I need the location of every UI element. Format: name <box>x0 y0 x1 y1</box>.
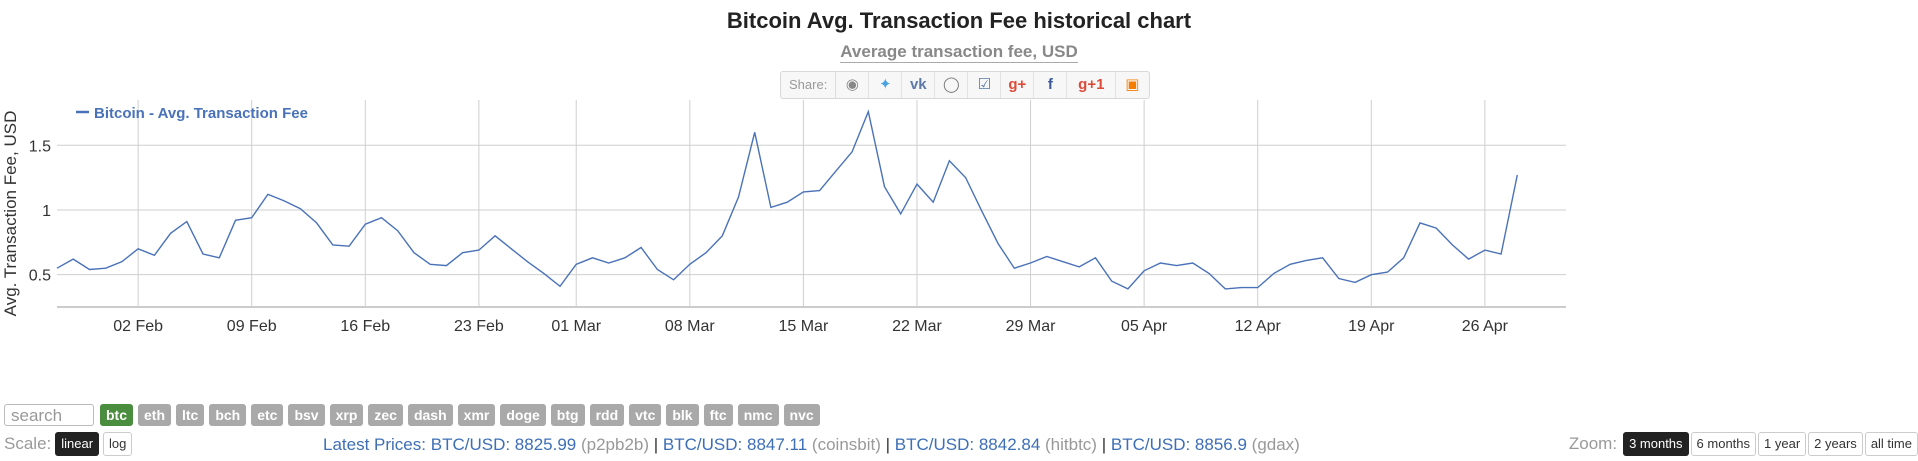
x-tick-label: 01 Mar <box>551 318 601 335</box>
coin-button-etc[interactable]: etc <box>251 404 284 426</box>
x-tick-label: 19 Apr <box>1348 318 1395 335</box>
coin-button-btg[interactable]: btg <box>550 404 585 426</box>
price-source: (coinsbit) <box>811 435 881 454</box>
coin-button-xrp[interactable]: xrp <box>329 404 364 426</box>
coin-selector-row: search btc eth ltc bch etc bsv xrp zec dash xmr do… <box>4 404 820 426</box>
y-tick-label: 1.5 <box>29 138 51 155</box>
x-tick-label: 02 Feb <box>113 318 163 335</box>
x-tick-label: 29 Mar <box>1006 318 1056 335</box>
chart: 0.5 1 1.5 02 Feb 09 Feb 16 Feb 23 Feb 01 Mar 08 … <box>1 100 1566 335</box>
coin-button-xmr[interactable]: xmr <box>457 404 496 426</box>
zoom-1-year-button[interactable]: 1 year <box>1758 432 1807 456</box>
coin-button-ftc[interactable]: ftc <box>703 404 733 426</box>
coin-button-zec[interactable]: zec <box>368 404 403 426</box>
scale-control: Scale: linear log <box>4 432 133 456</box>
coin-button-doge[interactable]: doge <box>500 404 546 426</box>
price-source: (hitbtc) <box>1045 435 1097 454</box>
prices-label: Latest Prices: <box>323 435 426 454</box>
zoom-label: Zoom: <box>1568 434 1618 453</box>
scale-log-button[interactable]: log <box>103 432 133 456</box>
zoom-all-time-button[interactable]: all time <box>1864 432 1918 456</box>
series-line-bitcoin <box>56 109 1518 290</box>
coin-button-vtc[interactable]: vtc <box>629 404 662 426</box>
zoom-3-months-button[interactable]: 3 months <box>1623 432 1689 456</box>
zoom-control: Zoom: 3 months 6 months 1 year 2 years a… <box>1569 432 1918 456</box>
price-source: (gdax) <box>1251 435 1300 454</box>
coin-button-btc[interactable]: btc <box>100 404 133 426</box>
x-tick-label: 23 Feb <box>454 318 504 335</box>
weibo-icon[interactable]: ◯ <box>935 72 969 98</box>
facebook-icon[interactable]: f <box>1034 72 1068 98</box>
twitter-icon[interactable]: ✦ <box>869 72 903 98</box>
coin-button-bch[interactable]: bch <box>209 404 247 426</box>
blogger-icon[interactable]: ▣ <box>1125 76 1140 93</box>
like-icon[interactable]: ☑ <box>968 72 1002 98</box>
x-tick-label: 16 Feb <box>340 318 390 335</box>
y-tick-label: 1 <box>42 203 51 220</box>
google-plus-icon[interactable]: g+ <box>1001 72 1035 98</box>
x-tick-label: 15 Mar <box>778 318 828 335</box>
chart-subtitle: Average transaction fee, USD <box>0 42 1918 63</box>
coin-button-dash[interactable]: dash <box>407 404 453 426</box>
zoom-6-months-button[interactable]: 6 months <box>1690 432 1757 456</box>
legend-label: Bitcoin - Avg. Transaction Fee <box>94 105 308 122</box>
scale-linear-button[interactable]: linear <box>55 432 100 456</box>
zoom-2-years-button[interactable]: 2 years <box>1808 432 1863 456</box>
latest-prices: Latest Prices: BTC/USD: 8825.99 (p2pb2b)… <box>323 435 1300 454</box>
x-tick-label: 26 Apr <box>1462 318 1509 335</box>
coin-list: btc eth ltc bch etc bsv xrp zec dash xmr doge btg rd… <box>100 404 820 426</box>
google-plus-one-icon[interactable]: g+1 <box>1067 72 1117 98</box>
x-tick-label: 05 Apr <box>1121 318 1168 335</box>
share-label: Share: <box>781 72 837 98</box>
x-tick-label: 22 Mar <box>892 318 942 335</box>
scale-label: Scale: <box>4 434 52 453</box>
price-pair[interactable]: BTC/USD: 8856.9 <box>1110 435 1247 454</box>
coin-button-eth[interactable]: eth <box>138 404 171 426</box>
search-input[interactable]: search <box>4 404 94 426</box>
price-source: (p2pb2b) <box>580 435 650 454</box>
page-title: Bitcoin Avg. Transaction Fee historical … <box>726 8 1192 33</box>
price-pair[interactable]: BTC/USD: 8847.11 <box>662 435 808 454</box>
coin-button-rdd[interactable]: rdd <box>589 404 625 426</box>
coin-button-nmc[interactable]: nmc <box>737 404 779 426</box>
share-bar: Share: ◉ ✦ vk ◯ ☑ g+ f g+1 ▣ <box>780 71 1150 99</box>
x-tick-label: 09 Feb <box>227 318 277 335</box>
coin-button-bsv[interactable]: bsv <box>288 404 325 426</box>
coin-button-blk[interactable]: blk <box>666 404 699 426</box>
coin-button-ltc[interactable]: ltc <box>176 404 205 426</box>
reddit-icon[interactable]: ◉ <box>836 72 870 98</box>
vk-icon[interactable]: vk <box>902 72 936 98</box>
subtitle-text: Average transaction fee, USD <box>840 42 1078 63</box>
y-tick-label: 0.5 <box>29 268 51 285</box>
x-tick-label: 12 Apr <box>1235 318 1282 335</box>
price-pair[interactable]: BTC/USD: 8842.84 <box>894 435 1041 454</box>
x-tick-label: 08 Mar <box>665 318 715 335</box>
y-axis-label: Avg. Transaction Fee, USD <box>1 111 20 317</box>
price-pair[interactable]: BTC/USD: 8825.99 <box>430 435 577 454</box>
coin-button-nvc[interactable]: nvc <box>783 404 820 426</box>
